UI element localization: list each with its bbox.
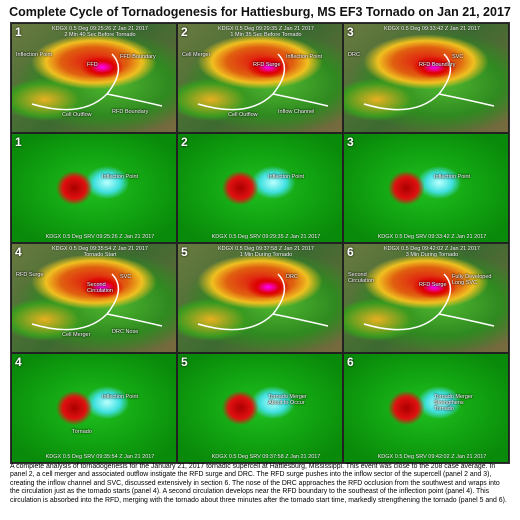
annotation: Cell Merger	[182, 52, 211, 58]
velocity-panel: 5 KDGX 0.5 Deg SRV 09:37:58 Z Jan 21 2017…	[178, 354, 342, 462]
annotation: Second Circulation	[348, 272, 374, 284]
figure-title: Complete Cycle of Tornadogenesis for Hat…	[9, 5, 511, 19]
panel-number: 4	[15, 245, 22, 259]
panel-number: 1	[15, 25, 22, 39]
annotation: DRC	[286, 274, 298, 280]
panel-header: KDGX 0.5 Deg 09:29:35 Z Jan 21 2017	[217, 26, 314, 32]
annotation: DRC Nose	[112, 329, 139, 335]
annotation: Inflection Point	[102, 394, 139, 400]
panel-grid: 1 KDGX 0.5 Deg 09:25:26 Z Jan 21 2017 2 Mi…	[10, 22, 510, 464]
reflectivity-panel: 6 KDGX 0.5 Deg 09:42:02 Z Jan 21 2017 3 Mi…	[344, 244, 508, 352]
panel-note: Tornado Start	[83, 252, 117, 258]
annotation: Inflection Point	[268, 174, 305, 180]
reflectivity-panel: 1 KDGX 0.5 Deg 09:25:26 Z Jan 21 2017 2 Mi…	[12, 24, 176, 132]
annotation: Tornado	[72, 429, 92, 435]
annotation: Inflection Point	[16, 52, 53, 58]
boundary-line	[363, 273, 495, 331]
annotation: Inflection Point	[434, 174, 471, 180]
annotation: FFD Boundary	[120, 54, 156, 60]
panel-number: 6	[347, 245, 354, 259]
panel-number: 6	[347, 355, 354, 369]
annotation: Tornado Merger Strengthens Tornado	[434, 394, 473, 412]
boundary-overlay	[363, 53, 495, 111]
annotation: RFD Surge	[16, 272, 44, 278]
reflectivity-panel: 3 KDGX 0.5 Deg 09:33:42 Z Jan 21 2017 SVC R…	[344, 24, 508, 132]
panel-note: 2 Min 40 Sec Before Tornado	[64, 32, 136, 38]
velocity-panel: 6 KDGX 0.5 Deg SRV 09:42:02 Z Jan 21 2017…	[344, 354, 508, 462]
panel-number: 2	[181, 25, 188, 39]
velocity-panel: 1 KDGX 0.5 Deg SRV 09:25:26 Z Jan 21 2017…	[12, 134, 176, 242]
reflectivity-panel: 2 KDGX 0.5 Deg 09:29:35 Z Jan 21 2017 1 Mi…	[178, 24, 342, 132]
boundary-line	[197, 273, 329, 331]
annotation: SVC	[452, 54, 464, 60]
panel-header: KDGX 0.5 Deg 09:33:42 Z Jan 21 2017	[383, 26, 480, 32]
annotation: DRC	[348, 52, 360, 58]
annotation: SVC	[120, 274, 132, 280]
boundary-overlay	[363, 273, 495, 331]
annotation: Inflection Point	[102, 174, 139, 180]
panel-header: KDGX 0.5 Deg SRV 09:25:26 Z Jan 21 2017	[45, 234, 155, 240]
annotation: Cell Outflow	[62, 112, 92, 118]
caption: A complete analysis of tornadogenesis fo…	[10, 463, 507, 504]
velocity-panel: 4 KDGX 0.5 Deg SRV 09:35:54 Z Jan 21 2017…	[12, 354, 176, 462]
panel-header: KDGX 0.5 Deg SRV 09:29:35 Z Jan 21 2017	[211, 234, 321, 240]
panel-note: 1 Min 35 Sec Before Tornado	[230, 32, 302, 38]
panel-number: 1	[15, 135, 22, 149]
panel-number: 3	[347, 25, 354, 39]
annotation: FFD	[87, 62, 98, 68]
annotation: RFD Surge	[253, 62, 281, 68]
panel-header: KDGX 0.5 Deg 09:37:58 Z Jan 21 2017	[217, 246, 314, 252]
panel-header: KDGX 0.5 Deg SRV 09:42:02 Z Jan 21 2017	[377, 454, 487, 460]
boundary-overlay	[197, 53, 329, 111]
annotation: Fully Developed Long SVC	[452, 274, 492, 286]
annotation: Cell Merger	[62, 332, 91, 338]
panel-header: KDGX 0.5 Deg 09:42:02 Z Jan 21 2017	[383, 246, 480, 252]
boundary-line	[31, 53, 163, 111]
annotation: Inflection Point	[286, 54, 323, 60]
panel-header: KDGX 0.5 Deg 09:35:54 Z Jan 21 2017	[51, 246, 148, 252]
boundary-line	[31, 273, 163, 331]
annotation: Cell Outflow	[228, 112, 258, 118]
panel-number: 2	[181, 135, 188, 149]
panel-header: KDGX 0.5 Deg SRV 09:37:58 Z Jan 21 2017	[211, 454, 321, 460]
reflectivity-panel: 5 KDGX 0.5 Deg 09:37:58 Z Jan 21 2017 1 Mi…	[178, 244, 342, 352]
panel-number: 4	[15, 355, 22, 369]
reflectivity-panel: 4 KDGX 0.5 Deg 09:35:54 Z Jan 21 2017 Torn…	[12, 244, 176, 352]
panel-number: 5	[181, 355, 188, 369]
annotation: Second Circulation	[87, 282, 113, 294]
panel-header: KDGX 0.5 Deg SRV 09:33:42 Z Jan 21 2017	[377, 234, 487, 240]
velocity-panel: 2 KDGX 0.5 Deg SRV 09:29:35 Z Jan 21 2017…	[178, 134, 342, 242]
panel-header: KDGX 0.5 Deg 09:25:26 Z Jan 21 2017	[51, 26, 148, 32]
annotation: Tornado Merger About to Occur	[268, 394, 307, 406]
boundary-overlay	[197, 273, 329, 331]
boundary-overlay	[31, 53, 163, 111]
boundary-line	[363, 53, 495, 111]
annotation: Inflow Channel	[278, 109, 315, 115]
annotation: RFD Boundary	[112, 109, 149, 115]
panel-number: 5	[181, 245, 188, 259]
annotation: RFD Boundary	[419, 62, 456, 68]
panel-note: 3 Min During Tornado	[405, 252, 459, 258]
boundary-line	[197, 53, 329, 111]
panel-header: KDGX 0.5 Deg SRV 09:35:54 Z Jan 21 2017	[45, 454, 155, 460]
boundary-overlay	[31, 273, 163, 331]
panel-number: 3	[347, 135, 354, 149]
annotation: RFD Surge	[419, 282, 447, 288]
velocity-panel: 3 KDGX 0.5 Deg SRV 09:33:42 Z Jan 21 2017…	[344, 134, 508, 242]
panel-note: 1 Min During Tornado	[239, 252, 293, 258]
